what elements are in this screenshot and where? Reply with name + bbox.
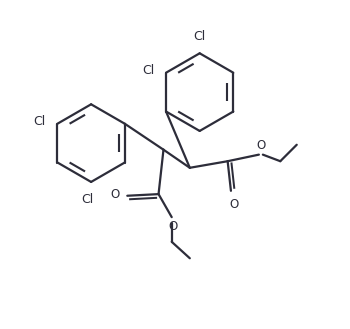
Text: Cl: Cl	[82, 193, 94, 207]
Text: Cl: Cl	[194, 30, 206, 43]
Text: Cl: Cl	[142, 63, 155, 77]
Text: O: O	[229, 198, 238, 211]
Text: O: O	[111, 188, 120, 201]
Text: O: O	[256, 139, 265, 152]
Text: O: O	[169, 220, 178, 233]
Text: Cl: Cl	[34, 114, 46, 128]
